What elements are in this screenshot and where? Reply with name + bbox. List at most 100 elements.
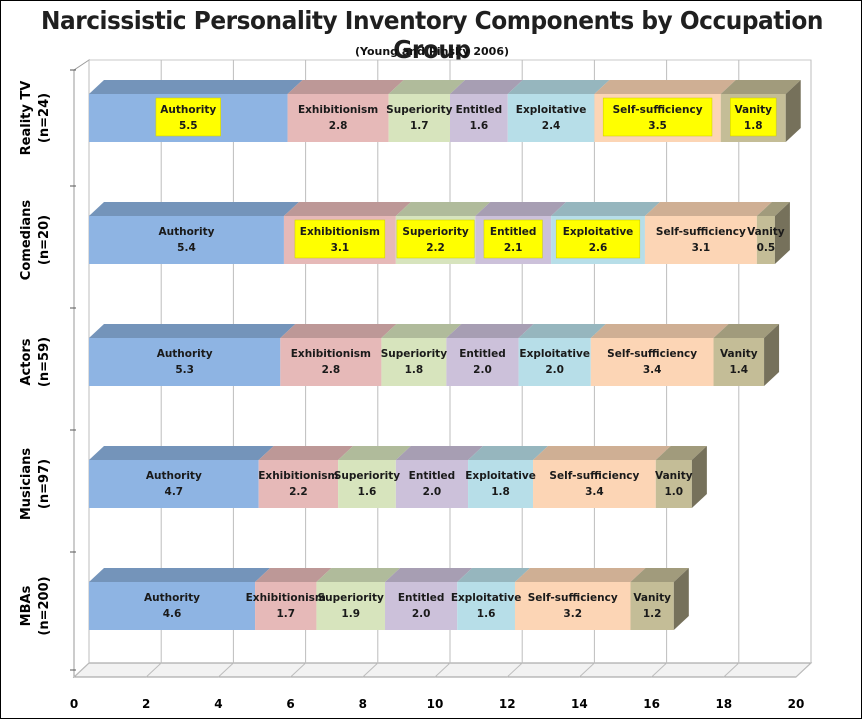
bar-top-face xyxy=(89,446,274,460)
bar-top-face xyxy=(655,446,707,460)
bar-end-face xyxy=(764,324,780,386)
data-label-name: Entitled xyxy=(459,348,506,360)
data-label-name: Entitled xyxy=(409,470,456,482)
y-category-n: (n=97) xyxy=(37,459,52,509)
data-label-value: 2.2 xyxy=(426,242,445,254)
data-label-value: 5.5 xyxy=(179,120,198,132)
bar-top-face xyxy=(533,446,671,460)
x-tick-label: 18 xyxy=(715,697,732,711)
data-label-name: Authority xyxy=(157,348,213,360)
data-label-name: Self-sufficiency xyxy=(528,592,618,604)
data-label-name: Vanity xyxy=(747,226,785,238)
bar-top-face xyxy=(89,202,299,216)
bar-top-face xyxy=(590,324,729,338)
bar-segment xyxy=(446,338,519,386)
highlight-box xyxy=(396,219,475,259)
data-label-name: Exploitative xyxy=(465,470,536,482)
data-label-value: 1.7 xyxy=(276,608,295,620)
x-tick-label: 6 xyxy=(286,697,294,711)
x-tick-label: 14 xyxy=(571,697,588,711)
y-category-n: (n=200) xyxy=(37,576,52,635)
data-label-value: 2.2 xyxy=(289,486,308,498)
data-label-name: Superiority xyxy=(318,592,384,604)
bar-top-face xyxy=(457,568,530,582)
data-label-value: 1.8 xyxy=(744,120,763,132)
data-label-value: 5.4 xyxy=(177,242,196,254)
bar-segment xyxy=(89,216,284,264)
data-label-value: 1.2 xyxy=(643,608,662,620)
highlight-box xyxy=(555,219,641,259)
side-wall xyxy=(73,59,90,679)
data-label-value: 0.5 xyxy=(757,242,776,254)
gridline-floor xyxy=(579,662,595,678)
gridline-floor xyxy=(218,662,234,678)
bar-segment xyxy=(395,460,469,508)
data-label-name: Vanity xyxy=(633,592,671,604)
data-label-value: 2.8 xyxy=(329,120,348,132)
data-label-name: Self-sufficiency xyxy=(549,470,639,482)
data-label-value: 1.6 xyxy=(477,608,496,620)
data-label-value: 1.9 xyxy=(341,608,360,620)
data-label-value: 2.0 xyxy=(545,364,564,376)
data-label-name: Exhibitionism xyxy=(300,226,380,238)
bar-top-face xyxy=(283,202,411,216)
chart-title: Narcissistic Personality Inventory Compo… xyxy=(40,6,824,64)
bar-top-face xyxy=(518,324,606,338)
bar-segment xyxy=(457,582,515,630)
data-label-value: 1.8 xyxy=(491,486,510,498)
bar-top-face xyxy=(385,568,473,582)
bar-segment xyxy=(644,216,757,264)
bar-top-face xyxy=(713,324,780,338)
data-label-name: Vanity xyxy=(734,104,772,116)
bar-top-face xyxy=(551,202,660,216)
data-label-name: Authority xyxy=(144,592,200,604)
highlight-box xyxy=(730,97,777,137)
bar-segment xyxy=(316,582,386,630)
y-category-n: (n=59) xyxy=(37,337,52,387)
data-label-value: 2.0 xyxy=(423,486,442,498)
bar-top-face xyxy=(280,324,397,338)
highlight-box xyxy=(155,97,221,137)
data-label-value: 5.3 xyxy=(175,364,194,376)
data-label-value: 1.0 xyxy=(665,486,684,498)
data-label-value: 3.2 xyxy=(563,608,582,620)
bar-segment xyxy=(287,94,389,142)
data-label-name: Authority xyxy=(158,226,214,238)
highlight-box xyxy=(483,219,543,259)
bar-top-face xyxy=(395,202,491,216)
bar-segment xyxy=(385,582,458,630)
data-label-value: 2.0 xyxy=(473,364,492,376)
data-label-value: 2.4 xyxy=(542,120,561,132)
bar-segment xyxy=(280,338,382,386)
bar-top-face xyxy=(720,80,801,94)
gridline-floor xyxy=(290,662,306,678)
x-tick-label: 12 xyxy=(499,697,516,711)
gridline-floor xyxy=(434,662,451,678)
y-category-label: Musicians xyxy=(19,448,34,521)
data-label-value: 3.5 xyxy=(648,120,667,132)
y-category-label: Actors xyxy=(19,338,34,385)
bar-segment xyxy=(518,338,591,386)
data-label-value: 1.4 xyxy=(729,364,748,376)
bar-segment xyxy=(713,338,765,386)
bar-segment xyxy=(655,460,692,508)
data-label-name: Vanity xyxy=(720,348,758,360)
chart-subtitle: (Young and Pinsky 2006) xyxy=(354,45,510,58)
data-label-name: Exploitative xyxy=(519,348,590,360)
y-category-n: (n=24) xyxy=(37,93,52,143)
bar-top-face xyxy=(756,202,790,216)
data-label-value: 1.6 xyxy=(358,486,377,498)
data-label-name: Self-sufficiency xyxy=(607,348,697,360)
bar-segment xyxy=(255,582,317,630)
data-label-value: 1.6 xyxy=(470,120,489,132)
data-label-name: Entitled xyxy=(490,226,537,238)
bar-segment xyxy=(468,460,534,508)
bar-segment xyxy=(388,94,450,142)
bar-top-face xyxy=(475,202,567,216)
y-category-label: Reality TV xyxy=(19,81,34,156)
bar-end-face xyxy=(673,568,689,630)
bar-top-face xyxy=(89,324,296,338)
bar-segment xyxy=(89,582,256,630)
x-tick-label: 8 xyxy=(359,697,367,711)
